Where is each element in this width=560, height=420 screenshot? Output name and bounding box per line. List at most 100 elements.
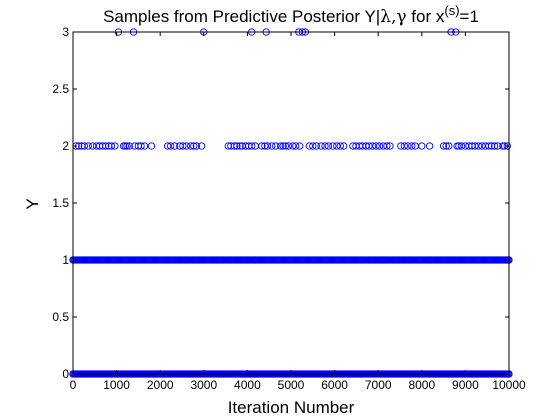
data-point-y2 <box>490 142 499 150</box>
chart-title-greek: λ,γ <box>380 7 406 27</box>
x-tick-label: 10000 <box>492 378 526 392</box>
data-point-y2 <box>336 142 344 150</box>
data-point-y2 <box>503 142 511 150</box>
data-point-y2 <box>333 142 341 150</box>
data-point-y2 <box>400 142 409 150</box>
data-point-y2 <box>102 142 110 150</box>
data-point-y2 <box>442 142 450 150</box>
data-point-y2 <box>248 142 256 150</box>
data-point-y2 <box>80 142 88 150</box>
data-point-y2 <box>170 142 179 150</box>
plot-area <box>73 32 509 374</box>
x-tick-label: 4000 <box>234 378 261 392</box>
data-point-y2 <box>439 142 448 150</box>
data-point-y2 <box>404 142 412 150</box>
data-point-y2 <box>258 142 266 150</box>
data-point-y2 <box>263 142 272 150</box>
data-point-y2 <box>397 142 405 150</box>
data-point-y2 <box>289 142 297 150</box>
data-point-y2 <box>284 142 293 150</box>
data-point-y2 <box>340 142 348 150</box>
data-point-y2 <box>494 142 502 150</box>
data-point-y2 <box>88 142 97 150</box>
data-point-y2 <box>236 142 244 150</box>
data-point-y2 <box>478 142 486 150</box>
data-point-y2 <box>147 142 156 150</box>
data-point-y2 <box>230 142 238 150</box>
chart-title: Samples from Predictive Posterior Y|λ,γ … <box>103 3 479 27</box>
data-point-y2 <box>425 142 434 150</box>
data-point-y2 <box>474 142 483 150</box>
data-point-y2 <box>123 142 131 150</box>
data-point-y2 <box>107 142 116 150</box>
data-point-y2 <box>140 142 149 150</box>
data-point-y2 <box>125 142 133 150</box>
y-tick-label: 2.5 <box>52 82 69 96</box>
data-point-y2 <box>418 142 426 150</box>
data-point-y2 <box>408 142 416 150</box>
data-point-y2 <box>329 142 337 150</box>
data-point-y2 <box>233 142 241 150</box>
data-point-y2 <box>84 142 92 150</box>
data-point-y2 <box>457 142 466 150</box>
y-axis-label: Y <box>23 198 42 209</box>
data-point-y2 <box>187 142 195 150</box>
x-tick-label: 9000 <box>452 378 479 392</box>
x-tick-label: 1000 <box>103 378 130 392</box>
data-point-y2 <box>276 142 285 150</box>
plot-frame <box>72 31 510 375</box>
y-tick-label: 0 <box>62 367 69 381</box>
data-point-y2 <box>485 142 493 150</box>
data-point-y2 <box>383 142 391 150</box>
data-point-y2 <box>321 142 329 150</box>
chart-title-superscript: (s) <box>444 3 459 18</box>
data-point-y2 <box>261 142 269 150</box>
x-tick-label: 5000 <box>278 378 305 392</box>
chart-title-tail: =1 <box>460 7 479 26</box>
x-tick-label: 6000 <box>321 378 348 392</box>
data-point-y2 <box>324 142 333 150</box>
data-point-y2 <box>279 142 287 150</box>
x-axis-label: Iteration Number <box>228 398 355 417</box>
y-tick-label: 2 <box>62 139 69 153</box>
data-point-y2 <box>296 142 304 150</box>
data-point-y2 <box>445 142 453 150</box>
chart-title-main: Samples from Predictive Posterior Y| <box>103 7 380 26</box>
x-tick-label: 8000 <box>408 378 435 392</box>
data-point-y2 <box>317 142 325 150</box>
axis-layer: 0 1000 2000 3000 4000 5000 6000 7000 8000 9000 100… <box>52 25 526 392</box>
data-point-y2 <box>471 142 479 150</box>
data-point-y2 <box>368 142 377 150</box>
data-point-y2 <box>375 142 384 150</box>
data-point-y2 <box>281 142 289 150</box>
data-point-y2 <box>179 142 187 150</box>
x-tick-label: 3000 <box>190 378 217 392</box>
data-point-y2 <box>268 142 276 150</box>
data-point-y2 <box>305 142 313 150</box>
data-point-y2 <box>137 142 145 150</box>
x-tick-label: 2000 <box>147 378 174 392</box>
data-point-y2 <box>192 142 201 150</box>
data-point-y2 <box>182 142 191 150</box>
data-point-y2 <box>111 142 119 150</box>
data-point-y2 <box>197 142 206 150</box>
data-point-y2 <box>312 142 320 150</box>
data-point-y2 <box>272 142 280 150</box>
data-point-y2 <box>372 142 380 150</box>
y-tick-label: 1 <box>62 253 69 267</box>
data-point-y2 <box>386 142 394 150</box>
x-tick-label: 7000 <box>365 378 392 392</box>
data-point-y2 <box>365 142 373 150</box>
data-point-y2 <box>309 142 317 150</box>
y-tick-label: 3 <box>62 25 69 39</box>
data-point-y2 <box>167 142 175 150</box>
chart-title-suffix: for x <box>407 7 445 26</box>
y-tick-label: 0.5 <box>52 310 69 324</box>
data-point-y2 <box>190 142 198 150</box>
data-point-y2 <box>292 142 300 150</box>
y-tick-label: 1.5 <box>52 196 69 210</box>
x-tick-label: 0 <box>70 378 77 392</box>
data-point-y2 <box>163 142 172 150</box>
